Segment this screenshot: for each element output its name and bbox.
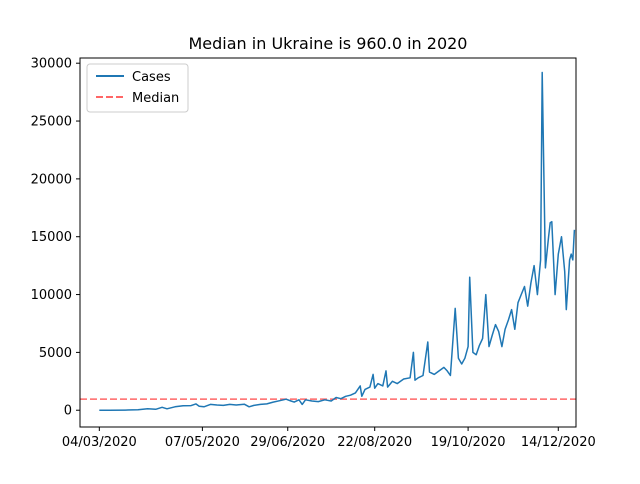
chart-title: Median in Ukraine is 960.0 in 2020 <box>189 34 468 53</box>
legend-label-cases: Cases <box>132 70 171 85</box>
y-tick-label: 0 <box>64 404 72 419</box>
axes: 0 5000 10000 15000 20000 25000 30000 04/03/2020… <box>31 57 596 450</box>
legend: Cases Median <box>86 63 189 113</box>
legend-label-median: Median <box>132 91 179 106</box>
x-tick-label: 14/12/2020 <box>521 435 596 450</box>
cases-series-line <box>99 71 576 411</box>
x-tick-label: 07/05/2020 <box>165 435 240 450</box>
y-tick-label: 30000 <box>31 57 72 72</box>
plot-area <box>80 71 576 411</box>
x-tick-label: 22/08/2020 <box>337 435 412 450</box>
y-tick-label: 5000 <box>39 346 72 361</box>
x-tick-label: 04/03/2020 <box>62 435 137 450</box>
y-tick-label: 15000 <box>31 230 72 245</box>
plot-frame <box>79 57 577 428</box>
x-tick-label: 29/06/2020 <box>250 435 325 450</box>
x-tick-label: 19/10/2020 <box>431 435 506 450</box>
y-tick-label: 20000 <box>31 172 72 187</box>
y-tick-label: 10000 <box>31 288 72 303</box>
y-tick-label: 25000 <box>31 115 72 130</box>
